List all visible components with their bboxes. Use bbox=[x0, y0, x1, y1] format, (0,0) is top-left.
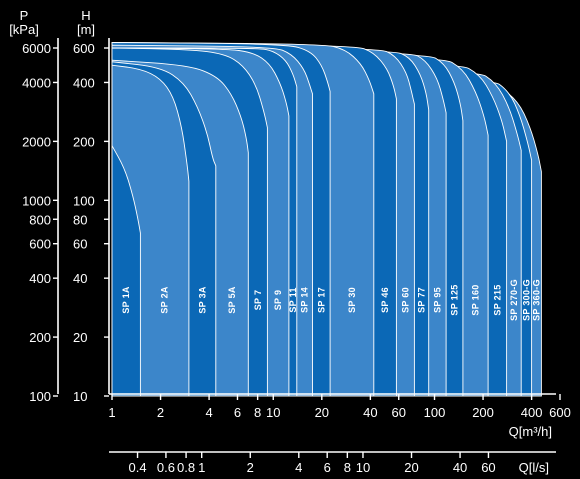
flow-tick-label-10: 10 bbox=[266, 405, 280, 420]
head-tick-label-60: 60 bbox=[73, 237, 87, 252]
head-ticks: 10 20 40 60 80 100 200 400 600 bbox=[73, 41, 109, 404]
axes bbox=[57, 38, 556, 453]
head-axis-title-line1: H bbox=[81, 8, 90, 23]
head-tick-label-10: 10 bbox=[73, 389, 87, 404]
flow-ls-tick-label-60: 60 bbox=[481, 460, 495, 475]
flow-tick-label-400: 400 bbox=[521, 405, 543, 420]
pressure-axis-title-line1: P bbox=[20, 8, 29, 23]
label-sp-300-g: SP 300-G bbox=[521, 279, 531, 321]
pressure-tick-label-1000: 1000 bbox=[22, 193, 51, 208]
head-tick-label-100: 100 bbox=[73, 193, 95, 208]
pressure-tick-label-600: 600 bbox=[29, 237, 51, 252]
label-sp-3a: SP 3A bbox=[197, 286, 207, 314]
curve-regions bbox=[111, 42, 542, 397]
pressure-tick-label-100: 100 bbox=[29, 389, 51, 404]
flow-tick-label-600: 600 bbox=[549, 405, 571, 420]
flow-tick-label-8: 8 bbox=[254, 405, 261, 420]
pressure-tick-label-400: 400 bbox=[29, 271, 51, 286]
flow-ls-tick-label-20: 20 bbox=[404, 460, 418, 475]
label-sp-1a: SP 1A bbox=[121, 286, 131, 314]
flow-ls-tick-label-10: 10 bbox=[356, 460, 370, 475]
head-tick-label-600: 600 bbox=[73, 41, 95, 56]
label-sp-60: SP 60 bbox=[400, 287, 410, 313]
flow-ls-tick-label-0.4: 0.4 bbox=[128, 460, 146, 475]
pressure-tick-label-4000: 4000 bbox=[22, 75, 51, 90]
flow-tick-label-2: 2 bbox=[157, 405, 164, 420]
flow-ls-tick-label-40: 40 bbox=[453, 460, 467, 475]
flow-ls-tick-label-2: 2 bbox=[247, 460, 254, 475]
label-sp-9: SP 9 bbox=[273, 290, 283, 311]
label-sp-125: SP 125 bbox=[450, 284, 460, 315]
pressure-tick-label-200: 200 bbox=[29, 330, 51, 345]
flow-ls-tick-label-0.6: 0.6 bbox=[157, 460, 175, 475]
label-sp-215: SP 215 bbox=[492, 284, 502, 315]
head-axis-title-line2: [m] bbox=[77, 22, 95, 37]
flow-tick-label-20: 20 bbox=[315, 405, 329, 420]
flow-tick-label-40: 40 bbox=[363, 405, 377, 420]
flow-ls-tick-label-6: 6 bbox=[324, 460, 331, 475]
label-sp-95: SP 95 bbox=[432, 287, 442, 313]
label-sp-30: SP 30 bbox=[347, 287, 357, 313]
flow-tick-label-100: 100 bbox=[424, 405, 446, 420]
flow-ls-tick-label-8: 8 bbox=[344, 460, 351, 475]
label-sp-360-g: SP 360-G bbox=[532, 279, 542, 321]
flow-m3h-axis-title: Q[m³/h] bbox=[509, 424, 552, 439]
head-tick-label-400: 400 bbox=[73, 75, 95, 90]
label-sp-2a: SP 2A bbox=[160, 286, 170, 314]
label-sp-270-g: SP 270-G bbox=[509, 279, 519, 321]
flow-tick-label-4: 4 bbox=[205, 405, 212, 420]
flow-tick-label-1: 1 bbox=[108, 405, 115, 420]
flow-tick-label-200: 200 bbox=[472, 405, 494, 420]
region-sp-1a bbox=[111, 143, 141, 397]
label-sp-14: SP 14 bbox=[300, 287, 310, 313]
head-tick-label-20: 20 bbox=[73, 330, 87, 345]
head-tick-label-80: 80 bbox=[73, 212, 87, 227]
label-sp-160: SP 160 bbox=[471, 284, 481, 315]
label-sp-7: SP 7 bbox=[253, 290, 263, 311]
pressure-tick-label-6000: 6000 bbox=[22, 41, 51, 56]
label-sp-5a: SP 5A bbox=[227, 286, 237, 314]
head-tick-label-40: 40 bbox=[73, 271, 87, 286]
flow-m3h-ticks: 1 2 4 6 8 10 20 40 60 100 200 400 600 bbox=[108, 394, 571, 420]
flow-tick-label-60: 60 bbox=[392, 405, 406, 420]
label-sp-17: SP 17 bbox=[316, 287, 326, 313]
pressure-axis-title-line2: [kPa] bbox=[9, 22, 39, 37]
flow-ls-ticks: 0.4 0.6 0.8 1 2 4 6 8 10 20 40 60 bbox=[128, 452, 496, 475]
flow-ls-tick-label-4: 4 bbox=[295, 460, 302, 475]
label-sp-46: SP 46 bbox=[380, 287, 390, 313]
flow-ls-tick-label-0.8: 0.8 bbox=[177, 460, 195, 475]
label-sp-11: SP 11 bbox=[288, 287, 298, 312]
pressure-ticks: 100 200 400 600 800 1000 2000 4000 6000 bbox=[22, 41, 58, 404]
flow-ls-axis-title: Q[l/s] bbox=[519, 460, 549, 475]
flow-tick-label-6: 6 bbox=[234, 405, 241, 420]
pressure-tick-label-2000: 2000 bbox=[22, 134, 51, 149]
flow-ls-tick-label-1: 1 bbox=[198, 460, 205, 475]
pressure-tick-label-800: 800 bbox=[29, 212, 51, 227]
curve-labels: SP 1A SP 2A SP 3A SP 5A SP 7 SP 9 SP 11 SP 14 SP… bbox=[121, 279, 541, 321]
head-tick-label-200: 200 bbox=[73, 134, 95, 149]
label-sp-77: SP 77 bbox=[417, 287, 427, 313]
